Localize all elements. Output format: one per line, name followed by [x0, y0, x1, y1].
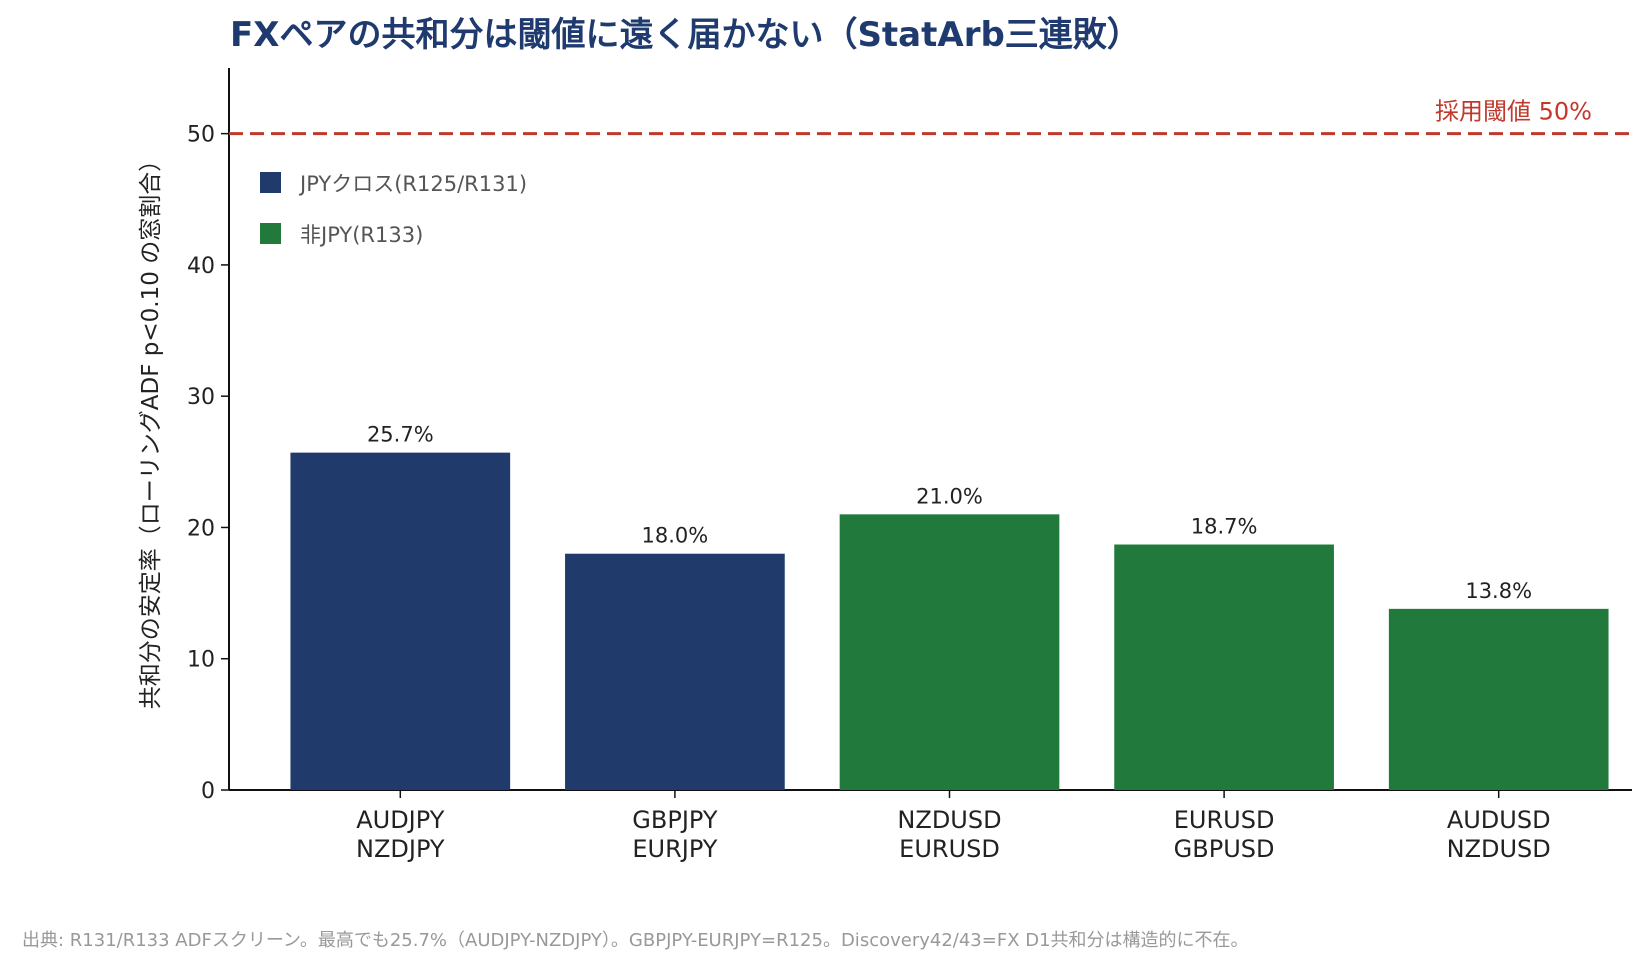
- legend-swatch: [260, 172, 281, 193]
- y-tick-label: 50: [187, 123, 215, 148]
- x-tick-label: EURUSD: [899, 835, 1000, 863]
- x-tick-label: GBPUSD: [1174, 835, 1275, 863]
- x-tick-label: GBPJPY: [632, 806, 718, 834]
- y-tick-label: 0: [201, 779, 215, 804]
- x-tick-label: NZDUSD: [1447, 835, 1551, 863]
- x-tick-label: NZDUSD: [897, 806, 1001, 834]
- source-note: 出典: R131/R133 ADFスクリーン。最高でも25.7%（AUDJPY-…: [22, 930, 1249, 951]
- y-tick-label: 20: [187, 516, 215, 541]
- bar-data-label: 21.0%: [916, 484, 983, 508]
- bar: [290, 452, 511, 790]
- x-tick-label: EURUSD: [1174, 806, 1275, 834]
- legend-label: 非JPY(R133): [300, 223, 423, 247]
- bar: [839, 514, 1060, 790]
- bar: [1388, 608, 1609, 790]
- legend-label: JPYクロス(R125/R131): [298, 172, 527, 196]
- y-tick-label: 30: [187, 385, 215, 410]
- x-tick-label: AUDUSD: [1447, 806, 1551, 834]
- bar-data-label: 13.8%: [1465, 579, 1532, 603]
- bar-data-label: 18.0%: [642, 524, 709, 548]
- y-axis-label: 共和分の安定率（ローリングADF p<0.10 の窓割合）: [138, 149, 164, 709]
- x-tick-label: AUDJPY: [356, 806, 444, 834]
- chart-title: FXペアの共和分は閾値に遠く届かない（StatArb三連敗）: [230, 15, 1141, 55]
- legend-swatch: [260, 223, 281, 244]
- y-tick-label: 40: [187, 254, 215, 279]
- threshold-label: 採用閾値 50%: [1435, 98, 1592, 126]
- x-tick-label: NZDJPY: [356, 835, 445, 863]
- bar: [1114, 544, 1334, 790]
- plot-area: 0102030405025.7%AUDJPYNZDJPY18.0%GBPJPYE…: [187, 68, 1632, 863]
- y-tick-label: 10: [187, 648, 215, 673]
- legend: JPYクロス(R125/R131) 非JPY(R133): [260, 172, 527, 247]
- bar: [565, 553, 785, 790]
- bar-data-label: 25.7%: [367, 423, 434, 447]
- bar-data-label: 18.7%: [1191, 515, 1258, 539]
- x-tick-label: EURJPY: [632, 835, 717, 863]
